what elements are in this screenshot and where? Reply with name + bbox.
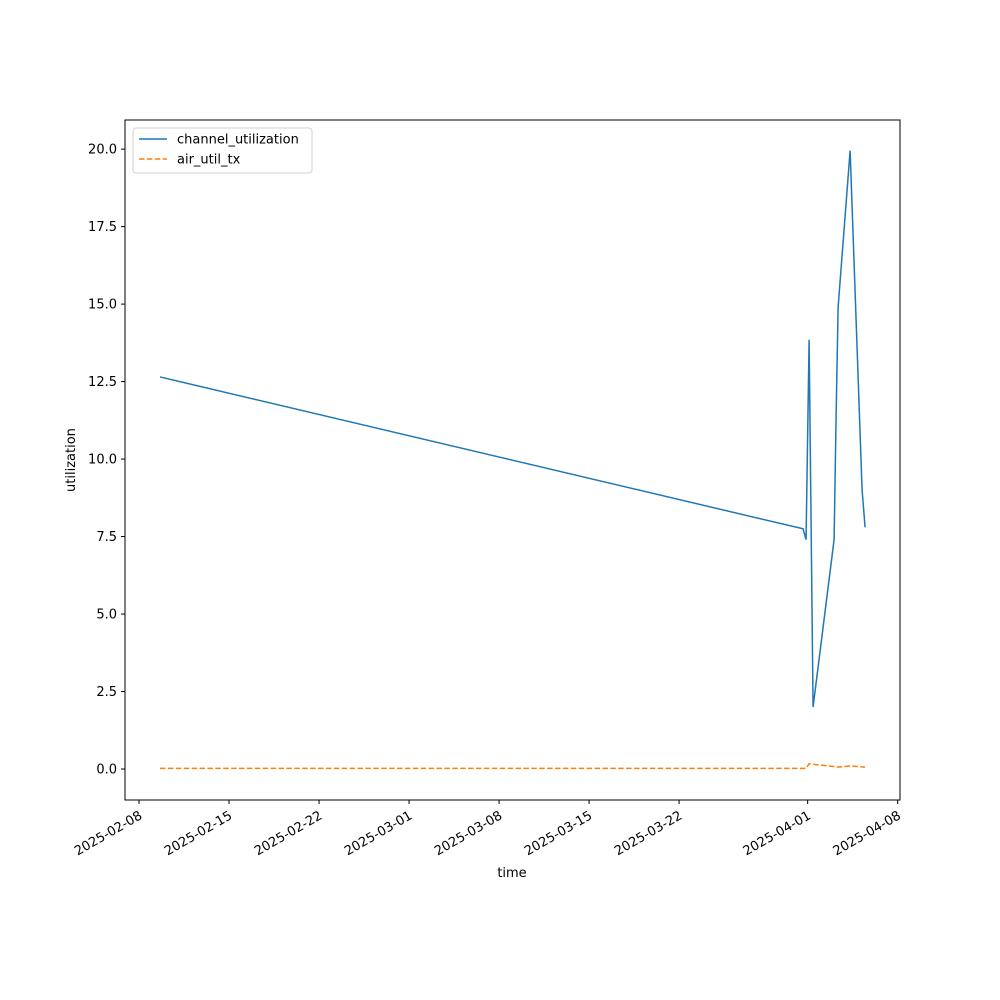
legend-label: air_util_tx — [177, 153, 241, 168]
legend-box — [132, 127, 313, 174]
x-tick-label: 2025-04-01 — [741, 808, 814, 859]
x-tick-label: 2025-02-22 — [252, 808, 325, 859]
y-tick-label: 12.5 — [88, 375, 117, 390]
y-tick-label: 20.0 — [88, 143, 117, 158]
x-tick-label: 2025-02-08 — [72, 808, 145, 859]
x-tick-label: 2025-03-22 — [612, 808, 685, 859]
plot-frame — [124, 119, 901, 801]
x-tick-label: 2025-04-08 — [831, 808, 904, 859]
series-line — [160, 762, 866, 770]
series-line — [159, 150, 866, 708]
y-tick-label: 2.5 — [96, 685, 117, 700]
x-tick-label: 2025-02-15 — [162, 808, 235, 859]
legend-label: channel_utilization — [177, 133, 299, 148]
y-tick-label: 15.0 — [88, 298, 117, 313]
x-tick-label: 2025-03-08 — [432, 808, 505, 859]
y-tick-label: 10.0 — [88, 453, 117, 468]
y-tick-label: 0.0 — [96, 763, 117, 778]
y-tick-label: 7.5 — [96, 530, 117, 545]
x-tick-label: 2025-03-15 — [522, 808, 595, 859]
x-axis-label: time — [497, 866, 526, 881]
y-tick-label: 5.0 — [96, 608, 117, 623]
x-tick-label: 2025-03-01 — [342, 808, 415, 859]
y-axis-label: utilization — [64, 428, 79, 492]
y-tick-label: 17.5 — [88, 220, 117, 235]
